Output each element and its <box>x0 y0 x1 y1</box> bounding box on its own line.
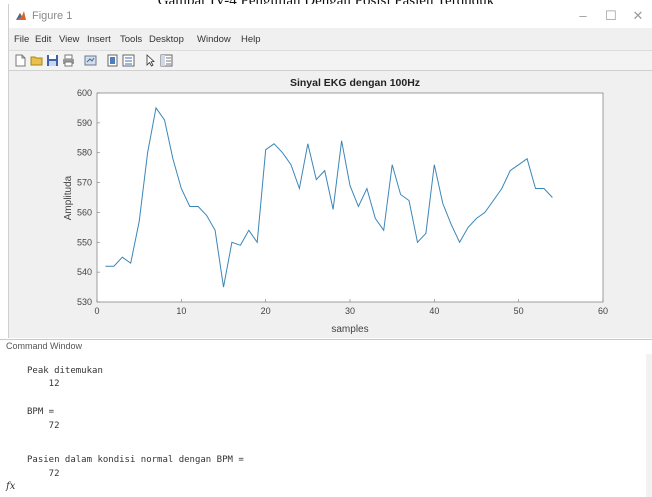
maximize-button[interactable]: ☐ <box>605 8 617 23</box>
cmd-output-line: 72 <box>27 469 60 479</box>
x-tick-label: 40 <box>429 306 439 316</box>
menu-bar: File Edit View Insert Tools Desktop Wind… <box>9 32 652 48</box>
matlab-logo-icon <box>16 11 26 20</box>
save-icon[interactable] <box>46 54 59 67</box>
figure-window: Figure 1 – ☐ ✕ File Edit View Insert Too… <box>8 4 652 338</box>
menu-tools[interactable]: Tools <box>120 34 143 45</box>
pointer-icon[interactable] <box>144 54 157 67</box>
print-icon[interactable] <box>62 54 75 67</box>
y-tick-label: 530 <box>77 297 92 307</box>
ekg-signal-line <box>105 106 553 288</box>
menu-desktop[interactable]: Desktop <box>149 34 184 45</box>
x-tick-label: 20 <box>261 306 271 316</box>
menu-help[interactable]: Help <box>241 34 261 45</box>
colorbar-icon[interactable] <box>106 54 119 67</box>
x-tick-label: 60 <box>598 306 608 316</box>
command-window-title: Command Window <box>6 341 83 351</box>
x-tick-label: 30 <box>345 306 355 316</box>
window-title: Figure 1 <box>32 10 73 22</box>
y-tick-label: 540 <box>77 267 92 277</box>
cmd-output-line: Pasien dalam kondisi normal dengan BPM = <box>27 455 244 465</box>
close-button[interactable]: ✕ <box>632 8 644 23</box>
x-tick-label: 10 <box>176 306 186 316</box>
command-window-scrollbar[interactable] <box>646 354 652 497</box>
command-prompt-fx-icon[interactable]: fx <box>6 481 16 492</box>
ekg-chart[interactable]: Sinyal EKG dengan 100Hz 0 10 20 30 40 50 60 53… <box>9 71 652 338</box>
menu-insert[interactable]: Insert <box>87 34 111 45</box>
menu-file[interactable]: File <box>14 34 30 45</box>
x-tick-label: 50 <box>514 306 524 316</box>
y-tick-label: 560 <box>77 207 92 217</box>
plot-area <box>96 92 604 303</box>
y-tick-label: 600 <box>77 88 92 98</box>
minimize-button[interactable]: – <box>579 8 587 23</box>
menu-view[interactable]: View <box>59 34 80 45</box>
property-inspector-icon[interactable] <box>160 54 173 67</box>
x-tick-label: 0 <box>94 306 99 316</box>
y-tick-label: 580 <box>77 148 92 158</box>
cmd-output-line: BPM = <box>27 407 55 417</box>
command-window[interactable]: Peak ditemukan 12 BPM = 72 Pasien dalam … <box>0 354 652 497</box>
chart-title: Sinyal EKG dengan 100Hz <box>290 77 420 89</box>
y-tick-label: 590 <box>77 118 92 128</box>
command-window-header: Command Window <box>0 339 652 354</box>
figure-toolbar <box>9 50 652 71</box>
menu-edit[interactable]: Edit <box>35 34 52 45</box>
open-folder-icon[interactable] <box>30 54 43 67</box>
new-figure-icon[interactable] <box>14 54 27 67</box>
y-axis-label: Amplituda <box>63 175 74 220</box>
legend-icon[interactable] <box>122 54 135 67</box>
y-tick-label: 570 <box>77 178 92 188</box>
figure-canvas: Sinyal EKG dengan 100Hz 0 10 20 30 40 50 60 53… <box>9 71 652 338</box>
y-tick-label: 550 <box>77 237 92 247</box>
menu-window[interactable]: Window <box>197 34 231 45</box>
cmd-output-line: Peak ditemukan <box>27 366 103 376</box>
link-icon[interactable] <box>84 54 97 67</box>
cmd-output-line: 12 <box>27 379 60 389</box>
x-axis-label: samples <box>331 324 368 335</box>
cmd-output-line: 72 <box>27 421 60 431</box>
window-titlebar[interactable]: Figure 1 – ☐ ✕ <box>9 4 652 28</box>
